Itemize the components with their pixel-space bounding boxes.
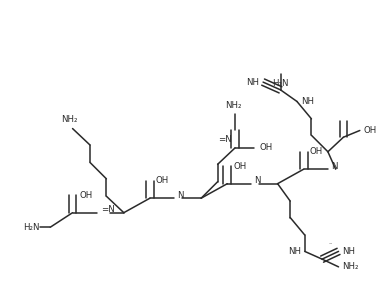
Text: H₂N: H₂N bbox=[272, 79, 289, 88]
Text: OH: OH bbox=[156, 176, 169, 185]
Text: OH: OH bbox=[79, 191, 92, 200]
Text: N: N bbox=[255, 176, 261, 185]
Text: OH: OH bbox=[309, 147, 323, 156]
Text: OH: OH bbox=[233, 162, 246, 171]
Text: OH: OH bbox=[364, 126, 376, 135]
Text: N: N bbox=[177, 191, 183, 200]
Text: NH: NH bbox=[343, 247, 355, 256]
Text: H₂N: H₂N bbox=[23, 223, 39, 232]
Text: NH: NH bbox=[301, 97, 314, 106]
Text: N: N bbox=[331, 162, 337, 171]
Text: =N: =N bbox=[218, 135, 232, 144]
Text: NH: NH bbox=[288, 247, 301, 256]
Text: NH₂: NH₂ bbox=[225, 101, 241, 110]
Text: OH: OH bbox=[259, 143, 273, 152]
Text: imine: imine bbox=[328, 243, 332, 244]
Text: NH₂: NH₂ bbox=[343, 262, 359, 271]
Text: =N: =N bbox=[101, 205, 114, 214]
Text: NH₂: NH₂ bbox=[61, 115, 78, 124]
Text: NH: NH bbox=[246, 78, 259, 87]
